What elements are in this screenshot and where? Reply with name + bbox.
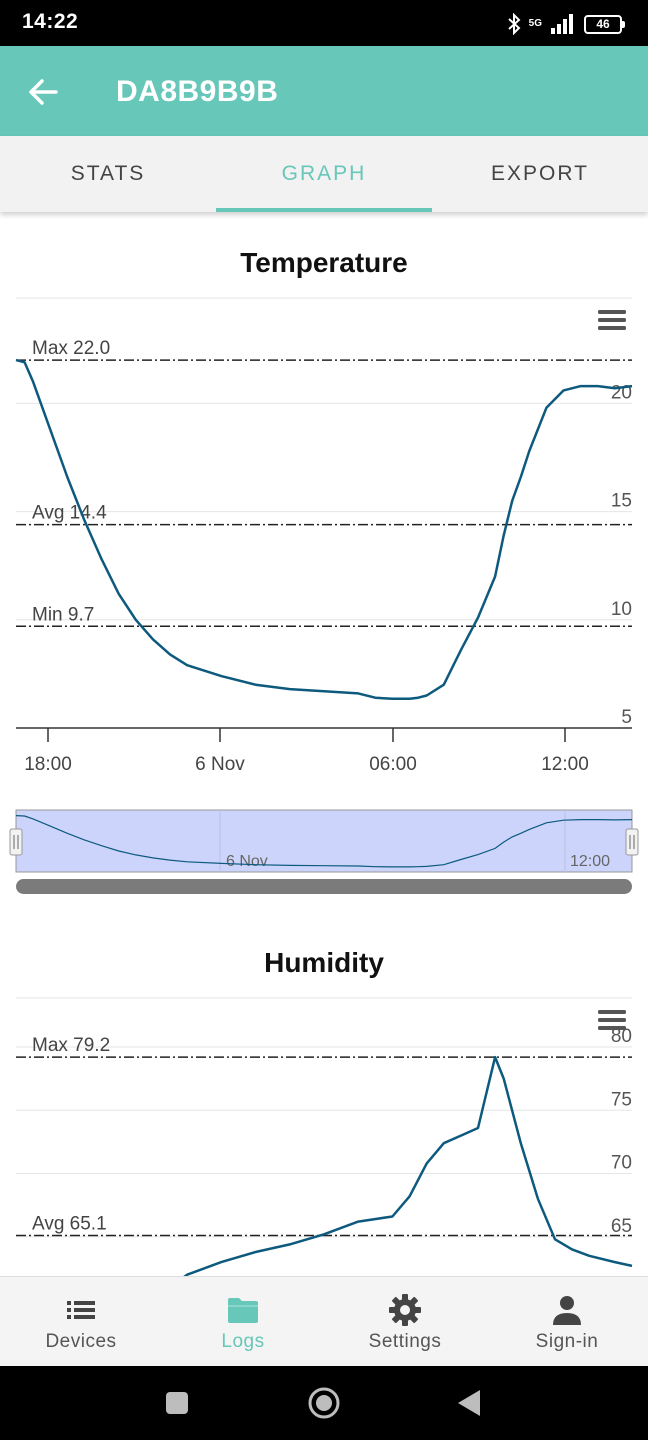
tab-bar: STATS GRAPH EXPORT [0, 136, 648, 212]
nav-devices-label: Devices [45, 1331, 117, 1352]
temperature-chart-title: Temperature [240, 247, 408, 278]
back-nav-icon[interactable] [456, 1388, 482, 1418]
temperature-y-tick-label: 5 [621, 707, 632, 728]
app-bar: DA8B9B9B [0, 46, 648, 136]
humidity-plot-line-label: Max 79.2 [32, 1035, 110, 1056]
recent-apps-icon[interactable] [164, 1390, 190, 1416]
signal-icon [551, 14, 573, 34]
humidity-y-tick-label: 75 [611, 1089, 632, 1110]
temperature-x-tick-label: 6 Nov [195, 754, 245, 775]
nav-devices[interactable]: Devices [0, 1277, 162, 1367]
humidity-chart-title: Humidity [264, 947, 384, 978]
temperature-plot-line-label: Min 9.7 [32, 604, 94, 625]
nav-sign-in-label: Sign-in [535, 1331, 599, 1352]
nav-logs[interactable]: Logs [162, 1277, 324, 1367]
folder-icon [228, 1298, 258, 1323]
list-icon [67, 1301, 95, 1319]
navigator-label: 6 Nov [226, 853, 268, 870]
temperature-x-tick-label: 12:00 [541, 754, 589, 775]
temperature-x-tick-label: 06:00 [369, 754, 417, 775]
humidity-y-tick-label: 65 [611, 1216, 632, 1237]
battery-level: 46 [596, 17, 610, 31]
back-arrow-icon[interactable] [26, 74, 62, 110]
temperature-plot-line-label: Avg 14.4 [32, 503, 107, 524]
navigator-selection [15, 809, 633, 873]
system-nav-bar [0, 1366, 648, 1440]
navigator-right-handle[interactable] [625, 828, 639, 856]
humidity-y-tick-label: 80 [611, 1026, 632, 1047]
temperature-x-tick-label: 18:00 [24, 754, 72, 775]
bottom-nav: Devices Logs Settings [0, 1276, 648, 1367]
tab-stats[interactable]: STATS [70, 162, 146, 185]
status-time: 14:22 [22, 10, 79, 33]
status-icons: 5G 46 [507, 12, 625, 36]
gear-icon [389, 1294, 421, 1326]
temperature-y-tick-label: 10 [611, 599, 632, 620]
battery-icon: 46 [584, 14, 625, 34]
graph-content: Temperature 5 10 15 20 Max 22.0 Avg 14.4 Min 9.… [0, 212, 648, 1276]
navigator-left-handle[interactable] [9, 828, 23, 856]
tab-graph[interactable]: GRAPH [216, 136, 432, 212]
device-title: DA8B9B9B [116, 75, 279, 108]
humidity-menu-icon[interactable] [598, 1010, 626, 1030]
home-icon[interactable] [307, 1386, 341, 1420]
navigator-label: 12:00 [570, 853, 610, 870]
temperature-series-line [15, 358, 633, 701]
nav-sign-in[interactable]: Sign-in [486, 1277, 648, 1367]
navigator-scrollbar[interactable] [16, 879, 632, 894]
humidity-plot-line-label: Avg 65.1 [32, 1214, 107, 1235]
network-type: 5G [528, 18, 542, 29]
nav-logs-label: Logs [221, 1331, 265, 1352]
navigator-series-line [15, 815, 633, 868]
tab-export[interactable]: EXPORT [491, 162, 589, 185]
bluetooth-icon [507, 13, 521, 35]
humidity-series-line [183, 1055, 633, 1276]
temperature-menu-icon[interactable] [598, 310, 626, 330]
nav-settings-label: Settings [368, 1331, 442, 1352]
status-bar: 14:22 5G 46 [0, 0, 648, 46]
temperature-plot-line-label: Max 22.0 [32, 338, 110, 359]
nav-settings[interactable]: Settings [324, 1277, 486, 1367]
person-icon [553, 1296, 581, 1325]
temperature-y-tick-label: 15 [611, 491, 632, 512]
humidity-y-tick-label: 70 [611, 1153, 632, 1174]
